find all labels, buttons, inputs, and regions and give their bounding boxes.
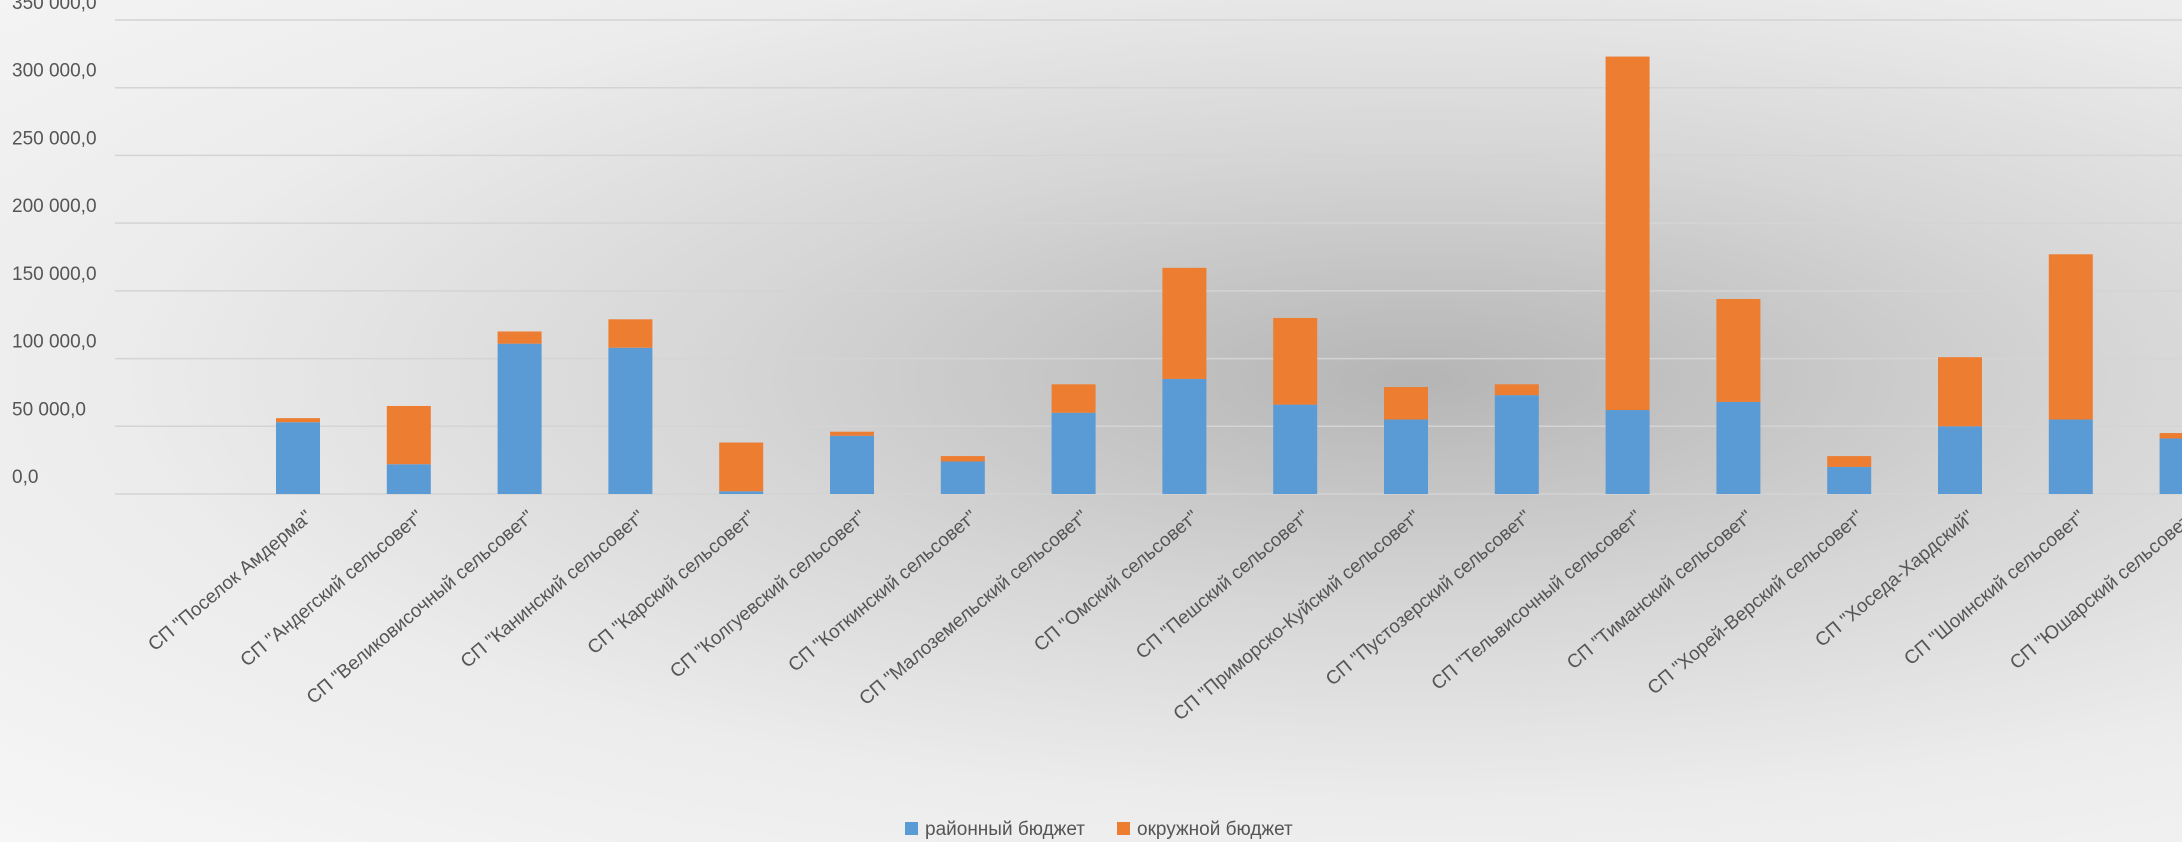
bar-segment: [830, 431, 874, 436]
bar-segment: [940, 461, 985, 494]
y-tick-label: 300 000,0: [12, 61, 97, 82]
bar-segment: [1605, 410, 1650, 494]
bar-segment: [1494, 395, 1539, 494]
x-tick-label: СП "Великовисочный сельсовет": [303, 507, 538, 709]
x-tick-label: СП "Юшарский сельсовет": [2006, 507, 2182, 674]
bar-segment: [719, 442, 764, 492]
bar-segment: [1051, 384, 1096, 413]
bar-segment: [497, 331, 542, 344]
x-tick-label: СП "Хорей-Верский сельсовет": [1644, 507, 1868, 700]
bar-segment: [1716, 298, 1761, 402]
legend-swatch: [1117, 822, 1130, 835]
bar-segment: [1384, 419, 1428, 494]
bar-segment: [1162, 267, 1207, 379]
x-tick-label: СП "Пустозерский сельсовет": [1322, 507, 1535, 691]
bar-segment: [608, 319, 653, 348]
bar-segment: [1827, 466, 1872, 494]
bar-segment: [1273, 404, 1318, 494]
y-tick-label: 0,0: [12, 467, 38, 488]
x-tick-label: СП "Андегский сельсовет": [237, 507, 427, 672]
x-tick-label: СП "Тельвисочный сельсовет": [1428, 507, 1646, 695]
x-tick-label: СП "Пешский сельсовет": [1132, 507, 1313, 664]
x-tick-label: СП "Канинский сельсовет": [457, 507, 649, 673]
bar-segment: [2048, 419, 2093, 494]
y-tick-label: 100 000,0: [12, 332, 97, 353]
legend-label: районный бюджет: [925, 819, 1085, 840]
bar-segment: [2159, 438, 2182, 494]
y-tick-label: 200 000,0: [12, 196, 97, 217]
bar-segment: [386, 405, 431, 465]
bar-segment: [1938, 357, 1982, 427]
y-tick-label: 250 000,0: [12, 128, 97, 149]
bar-segment: [276, 422, 320, 494]
legend-label: окружной бюджет: [1137, 819, 1293, 840]
bar-segment: [276, 418, 320, 423]
x-tick-label: СП "Приморско-Куйский сельсовет": [1170, 507, 1425, 725]
bar-segment: [1494, 384, 1539, 396]
bar-segment: [1827, 456, 1872, 467]
bar-segment: [1273, 317, 1318, 405]
x-tick-label: СП "Шоинский сельсовет": [1900, 507, 2089, 670]
y-tick-label: 150 000,0: [12, 264, 97, 285]
bar-segment: [1051, 412, 1096, 494]
bar-segment: [497, 343, 542, 494]
bar-segment: [940, 456, 985, 462]
bar-segment: [608, 347, 653, 494]
legend-swatch: [905, 822, 918, 835]
x-tick-label: СП "Коткинский сельсовет": [785, 507, 982, 677]
x-tick-label: СП "Малоземельский сельсовет": [856, 507, 1092, 710]
bar-segment: [2048, 254, 2093, 420]
x-tick-label: СП "Тиманский сельсовет": [1563, 507, 1757, 674]
y-tick-label: 50 000,0: [12, 399, 86, 420]
bar-segment: [1162, 378, 1207, 494]
bar-segment: [2159, 433, 2182, 439]
bar-segment: [830, 435, 874, 494]
bar-segment: [1605, 56, 1650, 411]
bar-segment: [1384, 387, 1428, 420]
y-tick-label: 350 000,0: [12, 0, 97, 14]
x-tick-label: СП "Колгуевский сельсовет": [666, 507, 870, 683]
bar-segment: [1938, 426, 1982, 494]
bar-segment: [386, 464, 431, 494]
bar-segment: [1716, 401, 1761, 494]
bar-segment: [719, 491, 764, 494]
